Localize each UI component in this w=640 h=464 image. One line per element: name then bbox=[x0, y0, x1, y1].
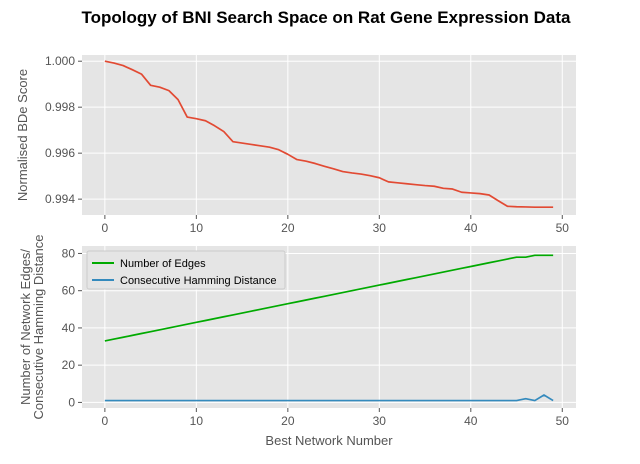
y-tick-label: 60 bbox=[62, 284, 76, 298]
figure-title: Topology of BNI Search Space on Rat Gene… bbox=[81, 8, 571, 27]
y-axis-label: Normalised BDe Score bbox=[15, 69, 30, 201]
legend-box bbox=[86, 250, 286, 290]
x-tick-label: 20 bbox=[281, 221, 295, 235]
x-tick-label: 30 bbox=[373, 221, 387, 235]
y-tick-label: 0.996 bbox=[45, 146, 75, 160]
x-tick-label: 30 bbox=[373, 414, 387, 428]
y-tick-label: 0 bbox=[68, 395, 75, 409]
panel-2: 0 10 20 30 40 50 0 20 40 60 80 Number of Network Ed… bbox=[18, 235, 576, 448]
x-tick-label: 20 bbox=[281, 414, 295, 428]
y-axis-label: Consecutive Hamming Distance bbox=[31, 235, 46, 420]
y-axis-label: Number of Network Edges/ bbox=[18, 249, 33, 405]
panel-background bbox=[82, 55, 576, 215]
x-tick-label: 10 bbox=[190, 414, 204, 428]
x-tick-label: 50 bbox=[556, 414, 570, 428]
x-tick-label: 40 bbox=[464, 414, 478, 428]
y-tick-label: 40 bbox=[62, 321, 76, 335]
panel-1: 0 10 20 30 40 50 0.994 0.996 0.998 1.000 Normalise… bbox=[15, 54, 576, 235]
series-line-1 bbox=[104, 254, 554, 342]
x-tick-label: 10 bbox=[190, 221, 204, 235]
x-tick-label: 0 bbox=[102, 221, 109, 235]
legend-entry: Consecutive Hamming Distance bbox=[120, 275, 277, 287]
y-tick-label: 0.998 bbox=[45, 100, 75, 114]
legend-entry: Number of Edges bbox=[120, 258, 206, 270]
x-axis-label: Best Network Number bbox=[265, 433, 393, 448]
x-tick-label: 50 bbox=[556, 221, 570, 235]
y-tick-label: 20 bbox=[62, 358, 76, 372]
y-tick-label: 80 bbox=[62, 246, 76, 260]
x-tick-label: 0 bbox=[102, 414, 109, 428]
x-tick-label: 40 bbox=[464, 221, 478, 235]
series-line-2 bbox=[104, 394, 554, 402]
y-tick-label: 0.994 bbox=[45, 192, 75, 206]
y-tick-label: 1.000 bbox=[45, 54, 75, 68]
series-line-1 bbox=[104, 60, 554, 209]
